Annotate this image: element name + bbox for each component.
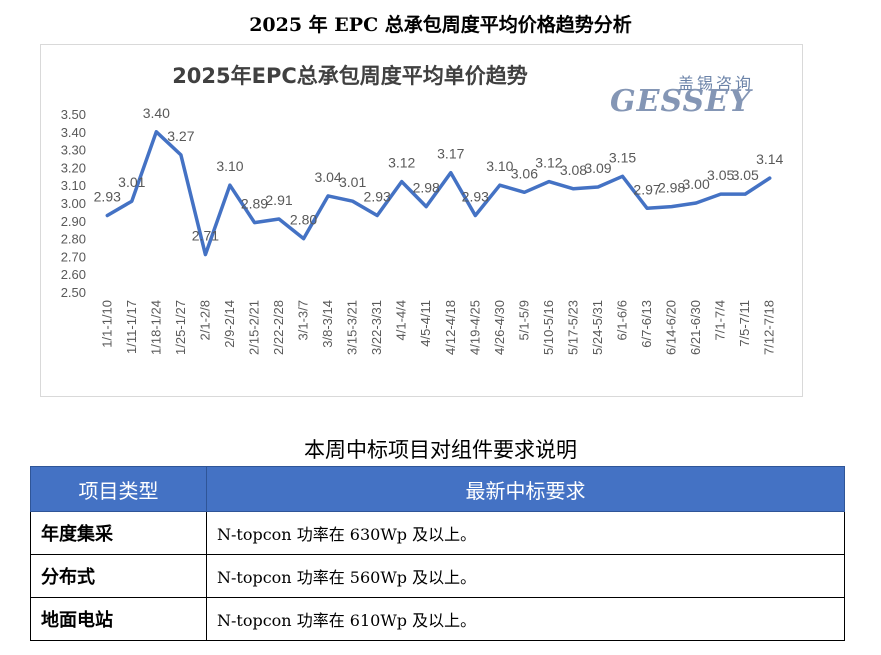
y-tick-label: 3.30 bbox=[61, 143, 86, 158]
x-tick-label: 6/21-6/30 bbox=[688, 300, 703, 355]
y-tick-label: 3.40 bbox=[61, 125, 86, 140]
x-tick-label: 5/10-5/16 bbox=[541, 300, 556, 355]
data-label: 3.04 bbox=[314, 169, 341, 185]
series-line bbox=[105, 130, 772, 257]
row-type: 地面电站 bbox=[30, 597, 207, 641]
requirements-table: 项目类型 最新中标要求 年度集采 N-topcon 功率在 630Wp 及以上。… bbox=[30, 466, 845, 641]
requirements-title: 本周中标项目对组件要求说明 bbox=[304, 438, 577, 462]
x-tick-label: 3/22-3/31 bbox=[369, 300, 384, 355]
data-label: 2.93 bbox=[462, 188, 489, 204]
data-label: 3.17 bbox=[437, 146, 464, 162]
x-tick-label: 3/15-3/21 bbox=[345, 300, 360, 355]
x-tick-label: 4/1-4/4 bbox=[394, 300, 409, 340]
y-tick-label: 2.80 bbox=[61, 232, 86, 247]
data-label-group: 2.933.013.403.272.713.102.892.912.803.04… bbox=[94, 105, 784, 244]
table-row: 地面电站 N-topcon 功率在 610Wp 及以上。 bbox=[30, 597, 845, 641]
y-tick-label: 3.50 bbox=[61, 107, 86, 122]
y-axis: 2.50 2.60 2.70 2.80 2.90 3.00 3.10 3.20 3.30 3.40… bbox=[61, 107, 86, 300]
y-tick-label: 2.90 bbox=[61, 214, 86, 229]
row-type: 分布式 bbox=[30, 554, 207, 598]
x-tick-label: 3/8-3/14 bbox=[320, 300, 335, 348]
x-tick-label: 7/5-7/11 bbox=[737, 300, 752, 347]
x-tick-label: 5/24-5/31 bbox=[590, 300, 605, 355]
y-tick-label: 3.20 bbox=[61, 160, 86, 175]
x-tick-label: 7/12-7/18 bbox=[762, 300, 777, 355]
data-label: 3.12 bbox=[535, 155, 562, 171]
x-tick-label: 7/1-7/4 bbox=[713, 300, 728, 340]
x-axis: 1/1-1/10 1/11-1/17 1/18-1/24 1/25-1/27 2/1-2… bbox=[99, 300, 776, 355]
data-label: 2.98 bbox=[658, 180, 685, 196]
data-label: 2.80 bbox=[290, 212, 317, 228]
table-row: 年度集采 N-topcon 功率在 630Wp 及以上。 bbox=[30, 511, 845, 555]
x-tick-label: 5/17-5/23 bbox=[565, 300, 580, 355]
header-latest-requirement: 最新中标要求 bbox=[206, 466, 845, 512]
data-label: 3.06 bbox=[511, 165, 538, 181]
x-tick-label: 1/1-1/10 bbox=[99, 300, 114, 348]
x-tick-label: 4/26-4/30 bbox=[492, 300, 507, 355]
data-label: 3.05 bbox=[707, 167, 734, 183]
data-label: 3.10 bbox=[216, 158, 243, 174]
row-type: 年度集采 bbox=[30, 511, 207, 555]
data-label: 3.40 bbox=[143, 105, 170, 121]
data-label: 2.93 bbox=[94, 188, 121, 204]
data-label: 3.01 bbox=[118, 174, 145, 190]
chart-area bbox=[40, 44, 803, 397]
company-logo: 盖锡咨询 GESSEY bbox=[610, 70, 790, 119]
table-header-row: 项目类型 最新中标要求 bbox=[30, 466, 845, 512]
data-label: 3.10 bbox=[486, 158, 513, 174]
x-tick-label: 1/25-1/27 bbox=[173, 300, 188, 355]
y-tick-label: 3.10 bbox=[61, 178, 86, 193]
logo-text-cn: 盖锡咨询 bbox=[678, 74, 755, 93]
x-tick-label: 3/1-3/7 bbox=[296, 300, 311, 340]
x-tick-label: 5/1-5/9 bbox=[516, 300, 531, 340]
x-tick-label: 6/7-6/13 bbox=[639, 300, 654, 348]
x-tick-label: 4/19-4/25 bbox=[467, 300, 482, 355]
series-line-group bbox=[105, 130, 772, 257]
row-requirement: N-topcon 功率在 560Wp 及以上。 bbox=[206, 554, 845, 598]
data-label: 2.71 bbox=[192, 228, 219, 244]
data-label: 2.98 bbox=[413, 180, 440, 196]
data-label: 2.97 bbox=[633, 181, 660, 197]
x-tick-label: 6/14-6/20 bbox=[664, 300, 679, 355]
data-label: 2.91 bbox=[265, 192, 292, 208]
table-row: 分布式 N-topcon 功率在 560Wp 及以上。 bbox=[30, 554, 845, 598]
x-tick-label: 2/1-2/8 bbox=[197, 300, 212, 340]
data-label: 3.27 bbox=[167, 128, 194, 144]
x-tick-label: 2/9-2/14 bbox=[222, 300, 237, 348]
x-tick-label: 1/11-1/17 bbox=[124, 300, 139, 354]
x-tick-label: 4/12-4/18 bbox=[443, 300, 458, 355]
data-label: 3.15 bbox=[609, 149, 636, 165]
row-requirement: N-topcon 功率在 610Wp 及以上。 bbox=[206, 597, 845, 641]
document-title: 2025 年 EPC 总承包周度平均价格趋势分析 bbox=[249, 14, 632, 36]
row-requirement: N-topcon 功率在 630Wp 及以上。 bbox=[206, 511, 845, 555]
x-tick-label: 2/22-2/28 bbox=[271, 300, 286, 355]
data-label: 2.89 bbox=[241, 196, 268, 212]
data-label: 3.05 bbox=[732, 167, 759, 183]
y-tick-label: 2.60 bbox=[61, 267, 86, 282]
x-tick-label: 1/18-1/24 bbox=[148, 300, 163, 355]
data-label: 3.01 bbox=[339, 174, 366, 190]
data-label: 3.14 bbox=[756, 151, 783, 167]
y-tick-label: 2.50 bbox=[61, 285, 86, 300]
data-label: 3.12 bbox=[388, 155, 415, 171]
header-project-type: 项目类型 bbox=[30, 466, 207, 512]
data-label: 2.93 bbox=[364, 188, 391, 204]
data-label: 3.09 bbox=[584, 160, 611, 176]
x-tick-label: 6/1-6/6 bbox=[615, 300, 630, 340]
logo-text-en: GESSEY bbox=[610, 84, 752, 119]
data-label: 3.00 bbox=[683, 176, 710, 192]
data-label: 3.08 bbox=[560, 162, 587, 178]
y-tick-label: 2.70 bbox=[61, 249, 86, 264]
y-tick-label: 3.00 bbox=[61, 196, 86, 211]
x-tick-label: 4/5-4/11 bbox=[418, 300, 433, 347]
chart-title: 2025年EPC总承包周度平均单价趋势 bbox=[172, 64, 528, 88]
line-chart: 2.50 2.60 2.70 2.80 2.90 3.00 3.10 3.20 3.30 3.40… bbox=[61, 105, 784, 355]
x-tick-label: 2/15-2/21 bbox=[246, 300, 261, 355]
